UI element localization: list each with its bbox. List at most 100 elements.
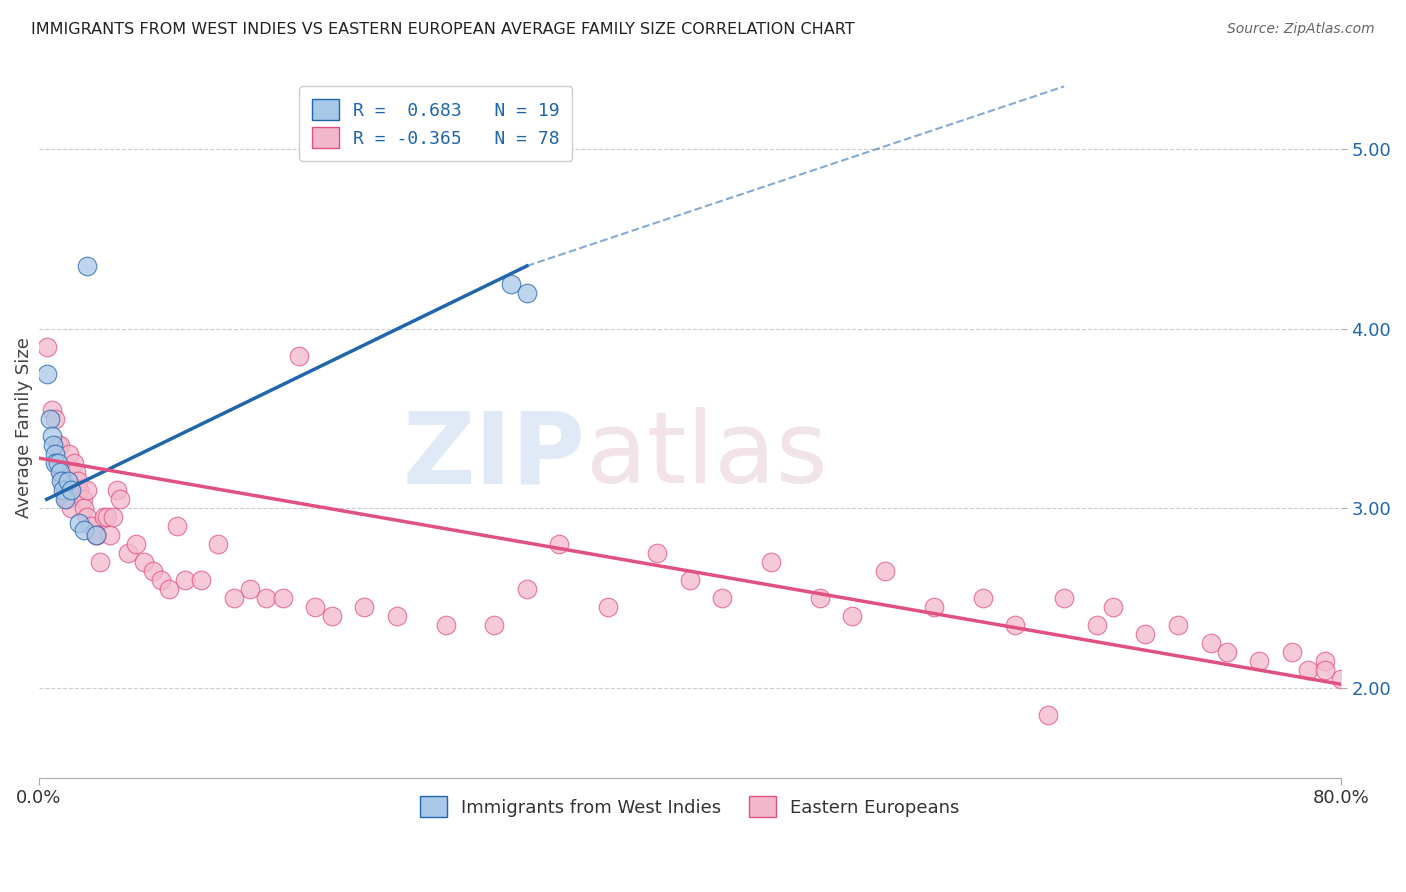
Point <box>516 285 538 300</box>
Point <box>141 564 163 578</box>
Point <box>256 591 278 605</box>
Point <box>1249 654 1271 668</box>
Point <box>304 600 326 615</box>
Point <box>873 564 896 578</box>
Text: ZIP: ZIP <box>402 407 585 504</box>
Point <box>1036 707 1059 722</box>
Point <box>1330 672 1353 686</box>
Point <box>134 555 156 569</box>
Point <box>51 466 73 480</box>
Point <box>548 537 571 551</box>
Point <box>63 457 86 471</box>
Point <box>65 466 87 480</box>
Point <box>117 546 139 560</box>
Point <box>96 510 118 524</box>
Point <box>922 600 945 615</box>
Point <box>288 349 311 363</box>
Point <box>484 618 506 632</box>
Point <box>98 528 121 542</box>
Point <box>1167 618 1189 632</box>
Point <box>166 519 188 533</box>
Point <box>222 591 245 605</box>
Point <box>52 483 75 498</box>
Point <box>41 402 63 417</box>
Point <box>48 466 70 480</box>
Point <box>1102 600 1125 615</box>
Point <box>58 447 80 461</box>
Point <box>60 483 83 498</box>
Point <box>56 475 79 489</box>
Point <box>60 501 83 516</box>
Text: Source: ZipAtlas.com: Source: ZipAtlas.com <box>1227 22 1375 37</box>
Point <box>190 573 212 587</box>
Text: atlas: atlas <box>585 407 827 504</box>
Legend: Immigrants from West Indies, Eastern Europeans: Immigrants from West Indies, Eastern Eur… <box>412 789 967 824</box>
Point <box>149 573 172 587</box>
Point <box>66 475 89 489</box>
Point <box>108 492 131 507</box>
Point <box>46 438 69 452</box>
Point <box>86 528 108 542</box>
Point <box>841 609 863 624</box>
Point <box>972 591 994 605</box>
Point <box>51 475 73 489</box>
Point <box>1053 591 1076 605</box>
Point <box>711 591 734 605</box>
Point <box>67 483 90 498</box>
Point <box>207 537 229 551</box>
Point <box>44 447 66 461</box>
Point <box>105 483 128 498</box>
Point <box>84 528 107 542</box>
Point <box>44 411 66 425</box>
Point <box>39 411 62 425</box>
Point <box>385 609 408 624</box>
Point <box>321 609 343 624</box>
Point <box>48 438 70 452</box>
Point <box>44 457 66 471</box>
Point <box>1135 627 1157 641</box>
Point <box>1296 663 1319 677</box>
Point <box>499 277 522 291</box>
Point <box>53 492 76 507</box>
Point <box>434 618 457 632</box>
Point <box>55 492 77 507</box>
Point <box>72 492 94 507</box>
Point <box>157 582 180 596</box>
Point <box>93 510 115 524</box>
Point <box>84 528 107 542</box>
Point <box>76 510 98 524</box>
Point <box>35 340 58 354</box>
Point <box>1216 645 1239 659</box>
Point <box>239 582 262 596</box>
Point <box>679 573 702 587</box>
Point <box>76 259 98 273</box>
Point <box>89 555 111 569</box>
Point <box>67 516 90 530</box>
Point <box>79 519 101 533</box>
Point <box>125 537 148 551</box>
Point <box>808 591 831 605</box>
Point <box>52 475 75 489</box>
Point <box>35 367 58 381</box>
Text: IMMIGRANTS FROM WEST INDIES VS EASTERN EUROPEAN AVERAGE FAMILY SIZE CORRELATION : IMMIGRANTS FROM WEST INDIES VS EASTERN E… <box>31 22 855 37</box>
Point <box>1004 618 1026 632</box>
Point <box>1313 663 1336 677</box>
Point <box>174 573 197 587</box>
Point <box>353 600 375 615</box>
Point <box>73 501 96 516</box>
Point <box>1085 618 1108 632</box>
Point <box>46 457 69 471</box>
Point <box>73 523 96 537</box>
Point <box>516 582 538 596</box>
Point <box>1281 645 1303 659</box>
Point <box>598 600 620 615</box>
Point <box>56 492 79 507</box>
Point <box>1313 654 1336 668</box>
Point <box>76 483 98 498</box>
Point <box>271 591 294 605</box>
Point <box>759 555 782 569</box>
Point <box>645 546 668 560</box>
Point <box>42 438 65 452</box>
Point <box>53 483 76 498</box>
Point <box>1199 636 1222 650</box>
